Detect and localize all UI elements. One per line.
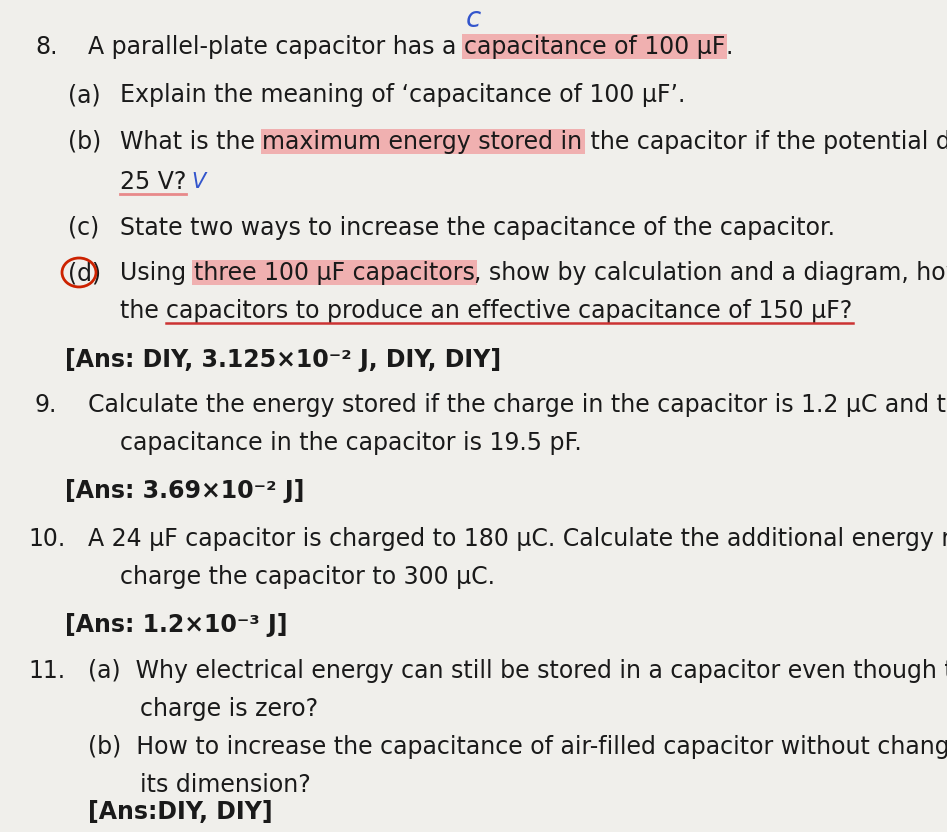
Text: Calculate the energy stored if the charge in the capacitor is 1.2 μC and the: Calculate the energy stored if the charg… xyxy=(88,393,947,417)
Text: , show by calculation and a diagram, how to arrange: , show by calculation and a diagram, how… xyxy=(474,261,947,285)
Text: (a): (a) xyxy=(68,83,100,107)
Text: its dimension?: its dimension? xyxy=(140,773,311,797)
Text: [Ans: DIY, 3.125×10⁻² J, DIY, DIY]: [Ans: DIY, 3.125×10⁻² J, DIY, DIY] xyxy=(65,348,501,372)
Text: c: c xyxy=(466,5,481,33)
Text: 11.: 11. xyxy=(28,659,65,683)
Text: (c): (c) xyxy=(68,216,99,240)
Text: (b): (b) xyxy=(68,130,101,154)
Text: capacitance of 100 μF: capacitance of 100 μF xyxy=(464,35,725,59)
FancyBboxPatch shape xyxy=(462,34,727,59)
Text: Explain the meaning of ‘capacitance of 100 μF’.: Explain the meaning of ‘capacitance of 1… xyxy=(120,83,686,107)
Text: What is the: What is the xyxy=(120,130,262,154)
FancyBboxPatch shape xyxy=(191,260,476,285)
Text: 10.: 10. xyxy=(28,527,65,551)
Text: 8.: 8. xyxy=(35,35,58,59)
Text: the: the xyxy=(120,299,167,323)
Text: (b)  How to increase the capacitance of air-filled capacitor without changing: (b) How to increase the capacitance of a… xyxy=(88,735,947,759)
Text: [Ans: 1.2×10⁻³ J]: [Ans: 1.2×10⁻³ J] xyxy=(65,613,288,637)
Text: [Ans: 3.69×10⁻² J]: [Ans: 3.69×10⁻² J] xyxy=(65,479,304,503)
Text: [Ans:DIY, DIY]: [Ans:DIY, DIY] xyxy=(88,800,273,824)
Text: A 24 μF capacitor is charged to 180 μC. Calculate the additional energy required: A 24 μF capacitor is charged to 180 μC. … xyxy=(88,527,947,551)
Text: Using: Using xyxy=(120,261,193,285)
Text: capacitance in the capacitor is 19.5 pF.: capacitance in the capacitor is 19.5 pF. xyxy=(120,431,581,455)
Text: (a)  Why electrical energy can still be stored in a capacitor even though the ne: (a) Why electrical energy can still be s… xyxy=(88,659,947,683)
Text: maximum energy stored in: maximum energy stored in xyxy=(262,130,582,154)
Text: V: V xyxy=(191,172,205,192)
Text: State two ways to increase the capacitance of the capacitor.: State two ways to increase the capacitan… xyxy=(120,216,835,240)
Text: charge is zero?: charge is zero? xyxy=(140,697,318,721)
Text: 9.: 9. xyxy=(35,393,58,417)
Text: 25 V?: 25 V? xyxy=(120,170,187,194)
Text: capacitors to produce an effective capacitance of 150 μF?: capacitors to produce an effective capac… xyxy=(167,299,852,323)
Text: three 100 μF capacitors: three 100 μF capacitors xyxy=(193,261,474,285)
FancyBboxPatch shape xyxy=(260,129,584,154)
Text: charge the capacitor to 300 μC.: charge the capacitor to 300 μC. xyxy=(120,565,495,589)
Text: (d): (d) xyxy=(68,261,101,285)
Text: the capacitor if the potential difference is: the capacitor if the potential differenc… xyxy=(582,130,947,154)
Text: .: . xyxy=(725,35,733,59)
Text: A parallel-plate capacitor has a: A parallel-plate capacitor has a xyxy=(88,35,464,59)
